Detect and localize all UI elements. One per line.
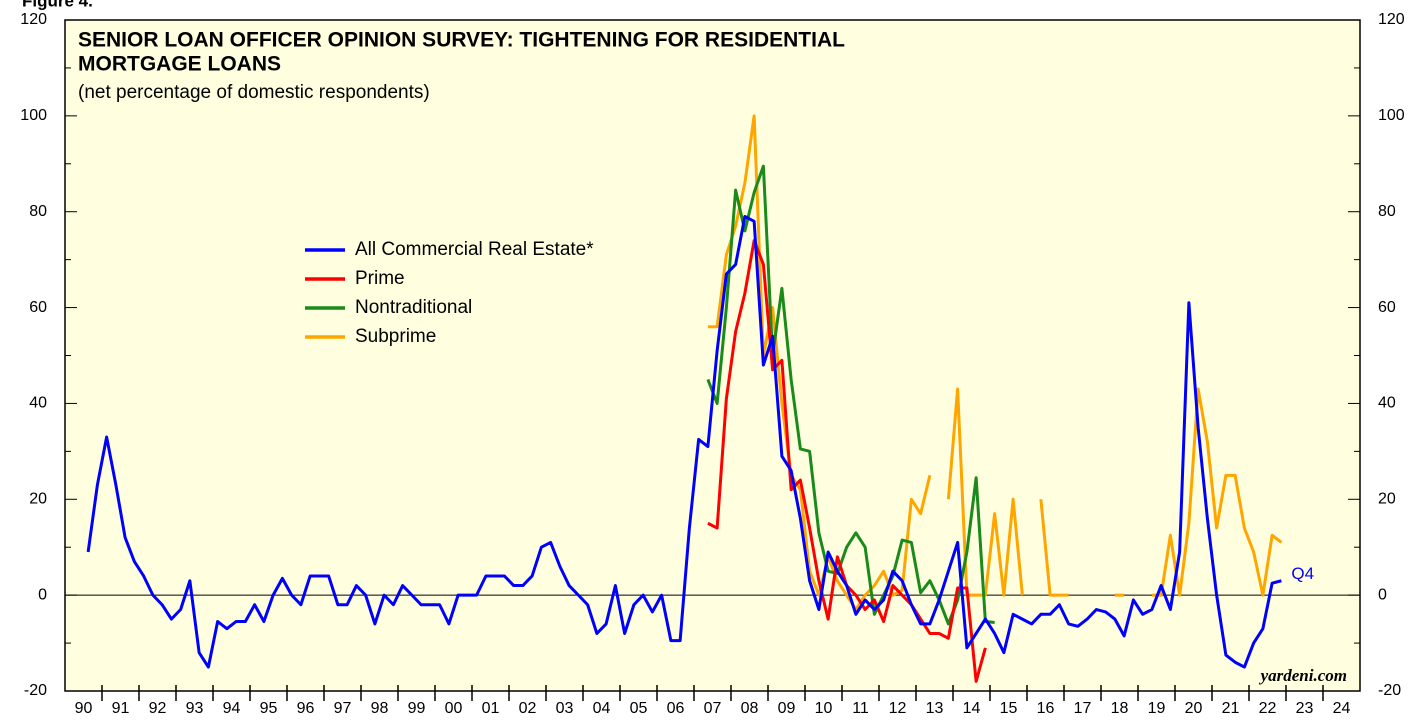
- x-tick-label: 23: [1296, 700, 1314, 717]
- x-tick-label: 24: [1333, 700, 1351, 717]
- figure-label: Figure 4.: [22, 0, 93, 10]
- y-tick-label: 0: [38, 586, 47, 603]
- y-tick-label: 60: [29, 299, 47, 316]
- source-label: yardeni.com: [1259, 666, 1347, 685]
- plot-area: [64, 19, 1361, 692]
- y-tick-label: 40: [29, 395, 47, 412]
- x-tick-label: 15: [1000, 700, 1018, 717]
- y-tick-label: 100: [20, 107, 47, 124]
- y2-tick-label: 100: [1378, 107, 1405, 124]
- legend-label: Nontraditional: [355, 297, 472, 318]
- chart-title: MORTGAGE LOANS: [78, 53, 281, 76]
- y2-tick-label: 60: [1378, 299, 1396, 316]
- y-tick-label: 20: [29, 491, 47, 508]
- chart-subtitle: (net percentage of domestic respondents): [78, 82, 430, 103]
- x-tick-label: 19: [1148, 700, 1166, 717]
- x-tick-label: 16: [1037, 700, 1055, 717]
- x-tick-label: 00: [445, 700, 463, 717]
- x-tick-label: 92: [149, 700, 167, 717]
- x-tick-label: 11: [852, 700, 869, 717]
- x-tick-label: 04: [593, 700, 611, 717]
- y-tick-label: -20: [24, 682, 47, 699]
- x-tick-label: 90: [75, 700, 93, 717]
- x-tick-label: 08: [741, 700, 759, 717]
- x-tick-label: 06: [667, 700, 685, 717]
- y2-tick-label: 0: [1378, 586, 1387, 603]
- x-tick-label: 01: [482, 700, 500, 717]
- x-tick-label: 94: [223, 700, 241, 717]
- legend-label: Subprime: [355, 326, 436, 347]
- x-tick-label: 13: [926, 700, 944, 717]
- legend-label: Prime: [355, 268, 405, 289]
- data-line: [706, 164, 995, 626]
- legend-label: All Commercial Real Estate*: [355, 239, 594, 260]
- x-tick-label: 21: [1222, 700, 1240, 717]
- x-tick-label: 18: [1111, 700, 1129, 717]
- x-tick-label: 93: [186, 700, 204, 717]
- x-tick-label: 02: [519, 700, 537, 717]
- y2-tick-label: -20: [1378, 682, 1401, 699]
- x-tick-label: 22: [1259, 700, 1277, 717]
- x-tick-label: 17: [1074, 700, 1092, 717]
- x-tick-label: 98: [371, 700, 389, 717]
- x-tick-label: 20: [1185, 700, 1203, 717]
- end-label: Q4: [1291, 564, 1314, 583]
- x-tick-label: 10: [815, 700, 833, 717]
- x-tick-label: 07: [704, 700, 722, 717]
- y-tick-label: 120: [20, 11, 47, 28]
- y2-tick-label: 40: [1378, 395, 1396, 412]
- chart-title: SENIOR LOAN OFFICER OPINION SURVEY: TIGH…: [78, 29, 845, 52]
- x-tick-label: 12: [889, 700, 907, 717]
- data-line: [707, 114, 1283, 612]
- data-line: [86, 215, 1282, 669]
- y2-tick-label: 20: [1378, 491, 1396, 508]
- x-tick-label: 97: [334, 700, 352, 717]
- y-tick-label: 80: [29, 203, 47, 220]
- x-tick-label: 91: [112, 700, 130, 717]
- x-tick-label: 99: [408, 700, 426, 717]
- y2-tick-label: 80: [1378, 203, 1396, 220]
- x-tick-label: 96: [297, 700, 315, 717]
- y2-tick-label: 120: [1378, 11, 1405, 28]
- x-tick-label: 09: [778, 700, 796, 717]
- x-tick-label: 95: [260, 700, 278, 717]
- x-tick-label: 05: [630, 700, 648, 717]
- x-tick-label: 03: [556, 700, 574, 717]
- x-tick-label: 14: [963, 700, 981, 717]
